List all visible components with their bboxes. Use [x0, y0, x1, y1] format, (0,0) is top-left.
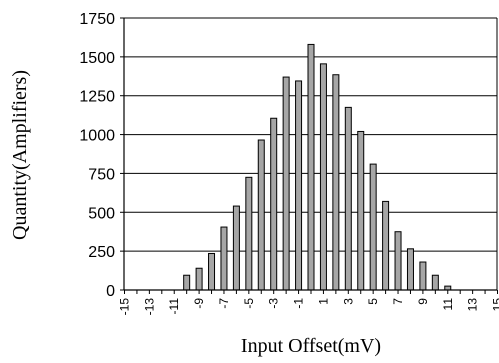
x-tick-label: 15 — [491, 298, 499, 312]
y-tick-label: 750 — [88, 166, 115, 183]
x-tick-label: -1 — [292, 298, 306, 309]
bar — [295, 80, 303, 291]
y-axis-title: Quantity(Amplifiers) — [9, 70, 31, 240]
x-axis-title: Input Offset(mV) — [241, 335, 381, 357]
bar — [257, 139, 265, 291]
x-tick-label: -9 — [192, 298, 206, 309]
y-tick-label: 500 — [88, 205, 115, 222]
x-tick-label: -7 — [217, 298, 231, 309]
x-tick-label: 11 — [441, 298, 455, 311]
bar — [344, 106, 352, 291]
y-tick-label: 250 — [88, 244, 115, 261]
x-tick-labels: -15 -13 -11 -9 -7 -5 -3 -1 1 3 5 7 9 11 13 15 — [118, 298, 499, 316]
y-tick-label: 1000 — [79, 128, 115, 145]
y-tick-labels: 0 250 500 750 1000 1250 1500 1750 — [79, 11, 115, 300]
bar — [406, 248, 414, 291]
axes — [120, 17, 498, 294]
y-tick-label: 1500 — [79, 50, 115, 67]
x-tick-label: -11 — [167, 298, 181, 315]
x-tick-label: -15 — [118, 298, 132, 316]
bar — [232, 205, 240, 291]
x-tick-label: 3 — [341, 298, 355, 305]
x-tick-label: 13 — [466, 298, 480, 312]
x-tick-label: 7 — [391, 298, 405, 305]
x-tick-label: 9 — [416, 298, 430, 305]
bar — [195, 267, 203, 291]
bar — [208, 252, 216, 291]
y-tick-label: 1750 — [79, 11, 115, 28]
bar — [332, 74, 340, 291]
bar — [245, 176, 253, 291]
x-tick-label: -3 — [267, 298, 281, 309]
y-tick-label: 1250 — [79, 89, 115, 106]
bar — [357, 130, 365, 291]
bar — [270, 117, 278, 291]
x-tick-label: -5 — [242, 298, 256, 309]
bar — [282, 76, 290, 291]
x-tick-label: 5 — [366, 298, 380, 305]
x-tick-label: -13 — [142, 298, 156, 316]
bar — [431, 274, 439, 291]
bar — [419, 261, 427, 291]
bar — [382, 200, 390, 291]
bar — [369, 163, 377, 291]
bar — [220, 226, 228, 291]
bar — [307, 43, 315, 291]
x-tick-label: 1 — [316, 298, 330, 305]
bar — [394, 231, 402, 291]
bar — [183, 274, 191, 291]
bar — [319, 63, 327, 291]
y-tick-label: 0 — [106, 283, 115, 300]
bar-series — [183, 43, 452, 291]
